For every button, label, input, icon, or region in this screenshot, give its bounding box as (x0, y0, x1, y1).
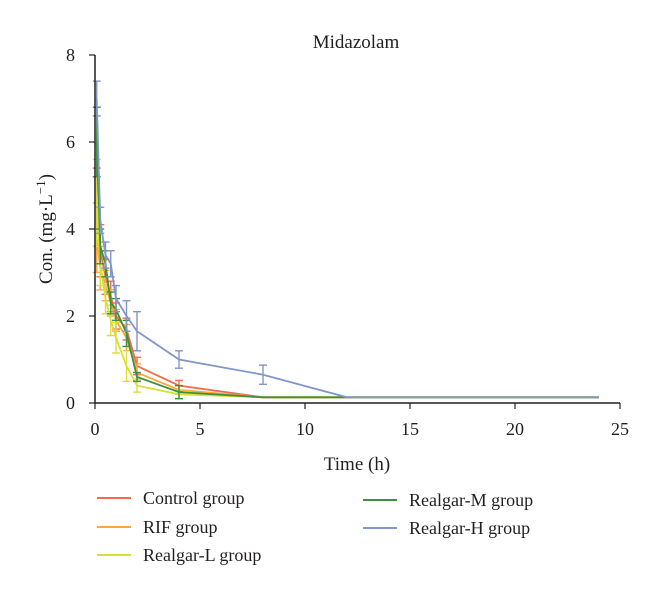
y-tick-label: 4 (66, 219, 75, 239)
legend-label: Realgar-H group (409, 518, 530, 538)
legend-label: RIF group (143, 517, 218, 537)
y-tick-label: 0 (66, 393, 75, 413)
series-1 (92, 202, 599, 399)
x-tick-label: 20 (506, 419, 524, 439)
series-line (95, 202, 599, 399)
x-tick-label: 5 (196, 419, 205, 439)
x-tick-label: 15 (401, 419, 419, 439)
y-axis-label-superscript: −1 (33, 180, 48, 194)
y-ticks: 0 2 4 6 8 (66, 45, 95, 413)
legend-label: Realgar-M group (409, 490, 533, 510)
series-line (95, 98, 599, 399)
legend-label: Realgar-L group (143, 545, 261, 565)
plot-area (92, 80, 599, 400)
legend-item: Realgar-L group (97, 545, 261, 565)
y-axis-label-close: ) (36, 174, 57, 180)
series-line (95, 207, 599, 399)
y-tick-label: 8 (66, 45, 75, 65)
legend-item: RIF group (97, 517, 218, 537)
x-axis-label: Time (h) (324, 454, 390, 475)
series-4 (92, 80, 599, 399)
legend-item: Control group (97, 488, 245, 508)
x-tick-label: 10 (296, 419, 314, 439)
chart-title: Midazolam (313, 32, 400, 53)
legend: Control group RIF group Realgar-L group Rea… (97, 488, 533, 565)
series-2 (92, 158, 599, 400)
legend-item: Realgar-M group (363, 490, 533, 510)
legend-item: Realgar-H group (363, 518, 530, 538)
x-tick-label: 0 (91, 419, 100, 439)
x-ticks: 0 5 10 15 20 25 (91, 403, 629, 439)
y-axis-label-main: Con. (mg·L (36, 194, 57, 284)
legend-label: Control group (143, 488, 245, 508)
series-3 (92, 106, 599, 400)
x-tick-label: 25 (611, 419, 629, 439)
y-tick-label: 6 (66, 132, 75, 152)
series-line (95, 237, 599, 399)
y-tick-label: 2 (66, 306, 75, 326)
series-line (95, 141, 599, 399)
y-axis-label: Con. (mg·L−1) (33, 174, 58, 284)
series-0 (92, 167, 599, 399)
axes (94, 55, 620, 404)
